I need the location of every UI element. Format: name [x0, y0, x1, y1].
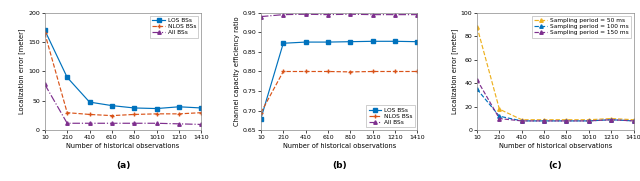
NLOS BSs [86, 113, 93, 115]
NLOS BSs [198, 111, 205, 114]
LOS BSs [63, 76, 71, 79]
Line: Sampling period = 50 ms: Sampling period = 50 ms [476, 25, 636, 121]
NLOS BSs [108, 115, 116, 117]
All BSs [41, 83, 49, 86]
NLOS BSs [175, 113, 183, 115]
Legend: LOS BSs, NLOS BSs, All BSs: LOS BSs, NLOS BSs, All BSs [366, 105, 415, 127]
Sampling period = 150 ms [518, 120, 525, 122]
Sampling period = 150 ms [473, 79, 481, 81]
Line: Sampling period = 100 ms: Sampling period = 100 ms [476, 87, 636, 123]
Line: NLOS BSs: NLOS BSs [259, 69, 420, 115]
LOS BSs [280, 42, 287, 44]
Sampling period = 100 ms [540, 120, 548, 122]
Line: All BSs: All BSs [43, 83, 203, 126]
X-axis label: Number of historical observations: Number of historical observations [283, 143, 396, 149]
Sampling period = 100 ms [585, 120, 593, 122]
Sampling period = 100 ms [495, 115, 503, 117]
All BSs [131, 122, 138, 124]
Line: LOS BSs: LOS BSs [43, 29, 203, 110]
Y-axis label: Localization error [meter]: Localization error [meter] [19, 29, 26, 114]
Line: LOS BSs: LOS BSs [259, 40, 419, 120]
NLOS BSs [302, 70, 310, 73]
Legend: Sampling period = 50 ms, Sampling period = 100 ms, Sampling period = 150 ms: Sampling period = 50 ms, Sampling period… [532, 16, 630, 38]
Sampling period = 50 ms [563, 119, 570, 121]
LOS BSs [413, 41, 421, 43]
LOS BSs [302, 41, 310, 43]
Y-axis label: Channel capacity efficiency ratio: Channel capacity efficiency ratio [234, 17, 239, 126]
LOS BSs [86, 101, 93, 103]
Text: (c): (c) [548, 161, 562, 170]
LOS BSs [153, 108, 161, 110]
Sampling period = 100 ms [563, 120, 570, 122]
LOS BSs [198, 107, 205, 109]
LOS BSs [346, 41, 354, 43]
All BSs [413, 14, 421, 16]
Sampling period = 50 ms [585, 119, 593, 121]
NLOS BSs [369, 70, 376, 73]
X-axis label: Number of historical observations: Number of historical observations [499, 143, 612, 149]
LOS BSs [324, 41, 332, 43]
All BSs [280, 14, 287, 16]
All BSs [63, 122, 71, 124]
Sampling period = 150 ms [607, 119, 615, 121]
LOS BSs [175, 106, 183, 108]
Line: NLOS BSs: NLOS BSs [43, 31, 204, 118]
All BSs [86, 122, 93, 124]
Sampling period = 150 ms [563, 120, 570, 122]
Sampling period = 150 ms [585, 120, 593, 122]
All BSs [108, 122, 116, 124]
NLOS BSs [41, 32, 49, 34]
Sampling period = 100 ms [518, 120, 525, 122]
LOS BSs [131, 107, 138, 109]
NLOS BSs [280, 70, 287, 73]
NLOS BSs [153, 113, 161, 115]
All BSs [153, 122, 161, 124]
Sampling period = 150 ms [630, 120, 637, 122]
Sampling period = 50 ms [630, 119, 637, 121]
LOS BSs [108, 104, 116, 107]
NLOS BSs [63, 111, 71, 114]
NLOS BSs [324, 70, 332, 73]
All BSs [175, 123, 183, 125]
Sampling period = 100 ms [607, 119, 615, 121]
X-axis label: Number of historical observations: Number of historical observations [67, 143, 180, 149]
NLOS BSs [131, 113, 138, 115]
LOS BSs [369, 40, 376, 42]
Sampling period = 150 ms [540, 120, 548, 122]
Sampling period = 100 ms [630, 120, 637, 122]
LOS BSs [41, 29, 49, 31]
Text: (b): (b) [332, 161, 346, 170]
Sampling period = 50 ms [518, 119, 525, 121]
All BSs [346, 13, 354, 15]
Text: (a): (a) [116, 161, 131, 170]
NLOS BSs [346, 71, 354, 73]
Sampling period = 100 ms [473, 88, 481, 90]
NLOS BSs [257, 112, 265, 114]
Sampling period = 150 ms [495, 117, 503, 120]
Line: Sampling period = 150 ms: Sampling period = 150 ms [476, 78, 636, 123]
Sampling period = 50 ms [540, 119, 548, 121]
Y-axis label: Localization error [meter]: Localization error [meter] [451, 29, 458, 114]
NLOS BSs [391, 70, 399, 73]
All BSs [391, 14, 399, 16]
LOS BSs [391, 40, 399, 42]
Legend: LOS BSs, NLOS BSs, All BSs: LOS BSs, NLOS BSs, All BSs [150, 16, 198, 38]
LOS BSs [257, 117, 265, 120]
Sampling period = 50 ms [607, 117, 615, 120]
NLOS BSs [413, 70, 421, 73]
All BSs [257, 16, 265, 18]
All BSs [324, 14, 332, 16]
Sampling period = 50 ms [473, 26, 481, 28]
All BSs [302, 13, 310, 15]
Sampling period = 50 ms [495, 108, 503, 110]
All BSs [198, 123, 205, 126]
Line: All BSs: All BSs [259, 12, 419, 18]
All BSs [369, 14, 376, 16]
